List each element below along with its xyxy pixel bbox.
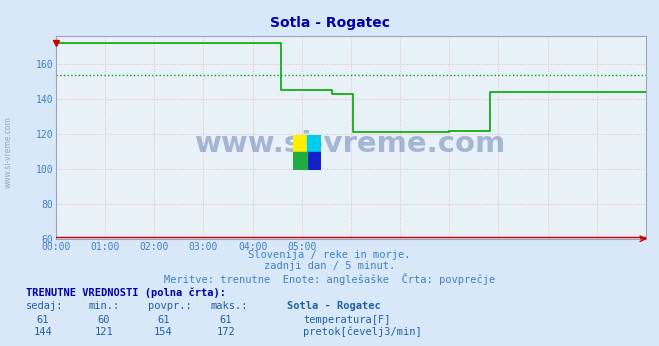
Text: zadnji dan / 5 minut.: zadnji dan / 5 minut. [264, 261, 395, 271]
Text: temperatura[F]: temperatura[F] [303, 315, 391, 325]
Text: Slovenija / reke in morje.: Slovenija / reke in morje. [248, 250, 411, 260]
Text: 61: 61 [220, 315, 232, 325]
Text: Sotla - Rogatec: Sotla - Rogatec [287, 301, 380, 311]
Text: 121: 121 [95, 327, 113, 337]
Text: 60: 60 [98, 315, 110, 325]
Text: Meritve: trenutne  Enote: anglešaške  Črta: povprečje: Meritve: trenutne Enote: anglešaške Črta… [164, 273, 495, 285]
Text: www.si-vreme.com: www.si-vreme.com [4, 116, 13, 188]
Text: 172: 172 [217, 327, 235, 337]
Text: 61: 61 [37, 315, 49, 325]
Text: www.si-vreme.com: www.si-vreme.com [195, 130, 507, 158]
Bar [293, 152, 307, 170]
Text: TRENUTNE VREDNOSTI (polna črta):: TRENUTNE VREDNOSTI (polna črta): [26, 287, 226, 298]
Text: 144: 144 [34, 327, 52, 337]
Text: maks.:: maks.: [211, 301, 248, 311]
Text: sedaj:: sedaj: [26, 301, 64, 311]
Text: Sotla - Rogatec: Sotla - Rogatec [270, 16, 389, 29]
Text: 61: 61 [158, 315, 169, 325]
Text: pretok[čevelj3/min]: pretok[čevelj3/min] [303, 327, 422, 337]
Text: povpr.:: povpr.: [148, 301, 192, 311]
Bar [307, 135, 321, 152]
Text: 154: 154 [154, 327, 173, 337]
Text: min.:: min.: [89, 301, 120, 311]
Bar [293, 135, 307, 152]
Bar [307, 152, 321, 170]
